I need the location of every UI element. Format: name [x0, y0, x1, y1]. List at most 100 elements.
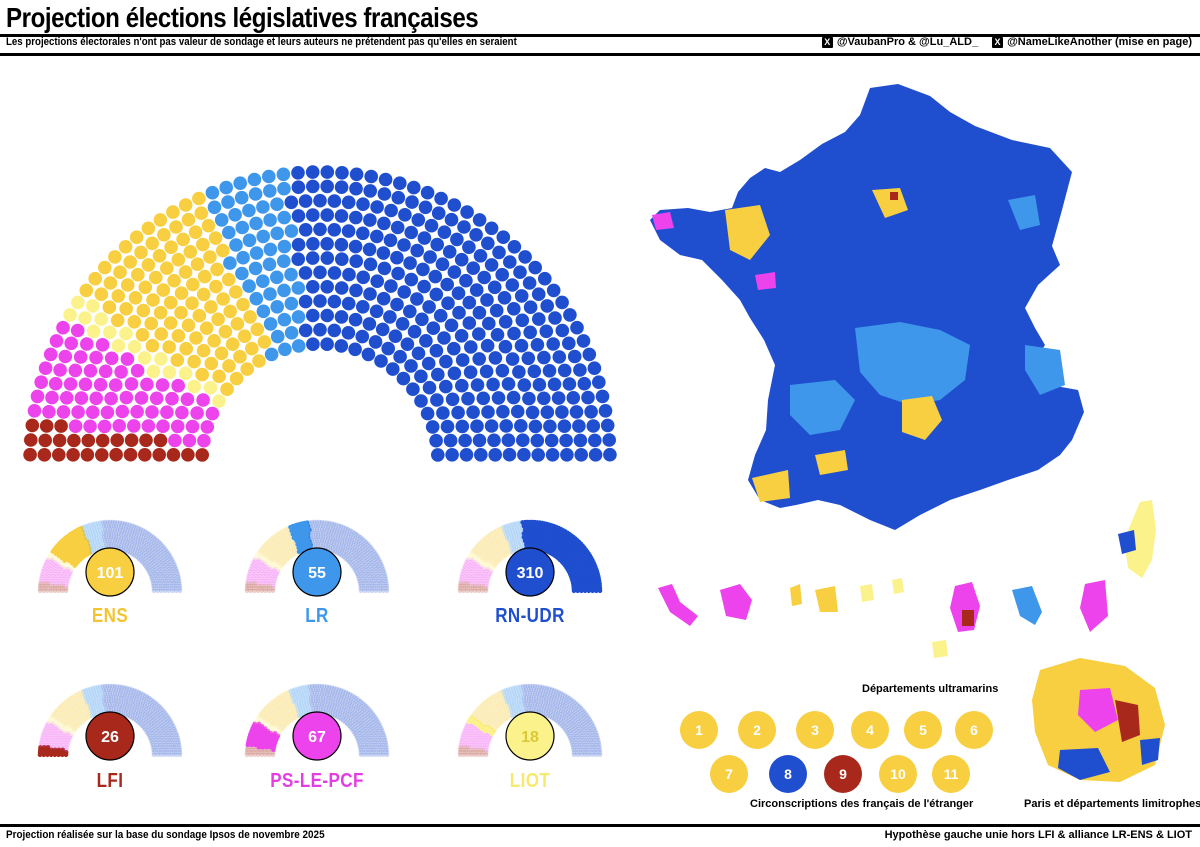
seat-ps-le-pcf	[71, 405, 85, 419]
mini-seat-ps-le-pcf	[271, 581, 277, 586]
mini-seat-ens	[283, 553, 289, 558]
mini-seat-ens	[279, 563, 285, 568]
mini-seat-ens	[61, 711, 66, 717]
mini-seat-rn-udr	[166, 583, 171, 589]
mini-seat-rn-udr	[371, 555, 377, 561]
mini-seat-ps-le-pcf	[476, 733, 482, 738]
seat-rn-udr	[557, 419, 572, 434]
mini-seat-rn-udr	[538, 699, 544, 705]
mini-seat-rn-udr	[553, 692, 558, 698]
mini-seat-lr	[288, 688, 293, 694]
seat-rn-udr	[560, 448, 574, 462]
mini-seat-lfi	[263, 586, 269, 591]
mini-seat-rn-udr	[340, 545, 346, 550]
mini-seat-ps-le-pcf	[54, 573, 60, 579]
corsica-shape	[1124, 500, 1156, 578]
mini-seat-rn-udr	[362, 586, 367, 591]
mini-seat-lr	[304, 684, 310, 689]
mini-seat-rn-udr	[127, 542, 132, 547]
seat-rn-udr	[334, 310, 349, 324]
mini-seat-rn-udr	[157, 578, 163, 584]
seat-rn-udr	[305, 165, 320, 179]
seat-rn-udr	[489, 303, 504, 318]
mini-seat-ps-le-pcf	[460, 569, 466, 574]
mini-seat-lr	[507, 702, 512, 708]
mini-seat-rn-udr	[577, 742, 583, 748]
mini-seat-rn-udr	[325, 543, 331, 548]
mini-seat-ens	[291, 547, 297, 553]
mini-seat-ps-le-pcf	[271, 569, 277, 574]
mini-seat-ens	[488, 704, 494, 710]
mini-seat-lfi	[462, 745, 467, 750]
mini-seat-rn-udr	[132, 553, 137, 558]
mini-seat-ps-le-pcf	[61, 742, 66, 748]
seat-rn-udr	[363, 213, 377, 227]
credit-authors-text[interactable]: @VaubanPro & @Lu_ALD_	[836, 36, 979, 48]
mini-seat-rn-udr	[144, 698, 149, 703]
mini-seat-lr	[505, 695, 511, 700]
seat-ens	[144, 316, 158, 331]
mini-seat-rn-udr	[147, 556, 152, 562]
mini-seat-rn-udr	[584, 713, 590, 718]
mini-seat-liot	[46, 719, 52, 724]
mini-seat-ps-le-pcf	[477, 742, 483, 748]
credit-layout-text[interactable]: @NameLikeAnother (mise en page)	[1007, 36, 1192, 48]
mini-seat-ens	[69, 724, 75, 730]
mini-seat-rn-udr	[151, 713, 156, 719]
mini-seat-rn-udr	[365, 547, 371, 552]
mini-seat-rn-udr	[379, 728, 385, 733]
mini-seat-rn-udr	[571, 752, 577, 758]
mini-seat-rn-udr	[373, 750, 379, 755]
mini-seat-ens	[478, 709, 483, 715]
mini-seat-lfi	[469, 750, 474, 755]
mini-seat-ps-le-pcf	[53, 581, 58, 586]
mini-seat-rn-udr	[149, 533, 154, 538]
mini-seat-ens	[257, 549, 263, 554]
seat-ens	[160, 261, 174, 275]
mini-seat-ps-le-pcf	[257, 576, 263, 581]
seat-lr	[263, 317, 278, 331]
mini-seat-rn-udr	[341, 533, 346, 538]
mini-seat-lfi	[259, 752, 265, 758]
mini-seat-rn-udr	[161, 742, 167, 748]
mini-seat-ps-le-pcf	[42, 576, 48, 581]
mini-seat-rn-udr	[319, 691, 325, 696]
mini-seat-ps-le-pcf	[57, 745, 62, 750]
mini-seat-rn-udr	[521, 695, 527, 700]
mini-seat-rn-udr	[561, 696, 567, 702]
seat-rn-udr	[383, 233, 398, 248]
mini-seat-rn-udr	[327, 520, 332, 526]
mini-seat-rn-udr	[366, 586, 371, 591]
mini-seat-rn-udr	[156, 564, 162, 570]
mini-seat-ps-le-pcf	[49, 578, 55, 584]
mini-seat-ens	[486, 533, 491, 538]
disclaimer-text: Les projections électorales n'ont pas va…	[6, 36, 517, 48]
seat-ps-le-pcf	[130, 363, 145, 378]
mini-seat-lr	[513, 685, 518, 690]
mini-seat-ens	[491, 558, 497, 564]
mini-seat-ens	[492, 537, 498, 543]
mini-seat-rn-udr	[341, 714, 347, 719]
mini-seat-ps-le-pcf	[42, 578, 47, 584]
seat-ens	[240, 362, 254, 376]
seat-rn-udr	[574, 448, 588, 462]
mini-seat-rn-udr	[142, 727, 148, 732]
seat-rn-udr	[429, 343, 444, 358]
seat-ens	[183, 245, 198, 259]
seat-ps-le-pcf	[120, 352, 135, 366]
mini-seat-lr	[100, 538, 105, 544]
mini-seat-ps-le-pcf	[471, 737, 476, 743]
mini-seat-ens	[478, 715, 483, 721]
mini-seat-rn-udr	[335, 538, 340, 544]
seat-ens	[119, 302, 133, 316]
mini-seat-ens	[71, 716, 77, 722]
mini-seat-rn-udr	[570, 724, 575, 730]
mini-seat-rn-udr	[344, 707, 349, 712]
mini-seat-rn-udr	[150, 702, 155, 708]
mini-seat-lr	[510, 521, 516, 527]
mini-seat-rn-udr	[367, 719, 372, 725]
mini-seat-rn-udr	[588, 737, 593, 743]
mini-seat-ens	[270, 540, 276, 545]
mini-seat-rn-udr	[521, 687, 527, 693]
mini-seat-ens	[73, 720, 78, 726]
